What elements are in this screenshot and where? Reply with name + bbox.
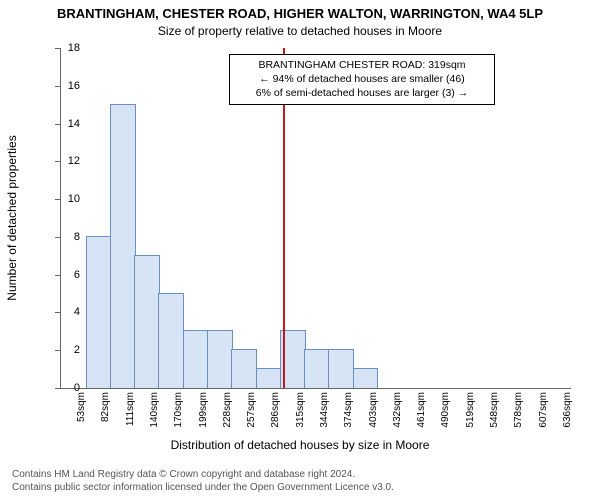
histogram-bar (231, 349, 257, 388)
histogram-bar (134, 255, 160, 388)
x-tick-label: 374sqm (343, 392, 354, 428)
y-tick-label: 4 (50, 306, 80, 318)
chart-title-main: BRANTINGHAM, CHESTER ROAD, HIGHER WALTON… (0, 6, 600, 21)
y-tick-label: 2 (50, 344, 80, 356)
y-tick-label: 12 (50, 155, 80, 167)
x-tick-label: 461sqm (416, 392, 427, 428)
y-tick-label: 6 (50, 269, 80, 281)
footer-line-2: Contains public sector information licen… (12, 481, 394, 494)
y-tick-label: 18 (50, 42, 80, 54)
histogram-bar (353, 368, 379, 388)
y-tick-label: 8 (50, 231, 80, 243)
y-tick-label: 16 (50, 80, 80, 92)
x-tick-label: 111sqm (125, 392, 136, 426)
x-tick-label: 403sqm (368, 392, 379, 428)
y-tick-label: 10 (50, 193, 80, 205)
histogram-bar (304, 349, 330, 388)
y-tick-label: 14 (50, 118, 80, 130)
annotation-line: 6% of semi-detached houses are larger (3… (236, 86, 488, 100)
x-tick-label: 607sqm (538, 392, 549, 428)
histogram-bar (207, 330, 233, 388)
annotation-line: ← 94% of detached houses are smaller (46… (236, 72, 488, 86)
histogram-bar (158, 293, 184, 388)
x-tick-label: 315sqm (295, 392, 306, 428)
x-tick-label: 519sqm (465, 392, 476, 428)
x-tick-label: 548sqm (489, 392, 500, 428)
footer-attribution: Contains HM Land Registry data © Crown c… (12, 468, 394, 494)
chart-title-sub: Size of property relative to detached ho… (0, 24, 600, 38)
x-tick-label: 578sqm (513, 392, 524, 428)
x-tick-label: 257sqm (246, 392, 257, 428)
histogram-bar (183, 330, 209, 388)
histogram-bar (256, 368, 282, 388)
x-tick-label: 432sqm (392, 392, 403, 428)
x-tick-label: 53sqm (76, 392, 87, 422)
x-tick-label: 170sqm (173, 392, 184, 428)
x-tick-label: 82sqm (100, 392, 111, 422)
annotation-line: BRANTINGHAM CHESTER ROAD: 319sqm (236, 58, 488, 72)
chart-container: BRANTINGHAM, CHESTER ROAD, HIGHER WALTON… (0, 0, 600, 500)
annotation-box: BRANTINGHAM CHESTER ROAD: 319sqm← 94% of… (229, 54, 495, 105)
x-tick-label: 228sqm (222, 392, 233, 428)
plot-area: BRANTINGHAM CHESTER ROAD: 319sqm← 94% of… (60, 48, 571, 389)
y-axis-label: Number of detached properties (5, 135, 19, 300)
footer-line-1: Contains HM Land Registry data © Crown c… (12, 468, 394, 481)
x-axis-label: Distribution of detached houses by size … (0, 438, 600, 452)
histogram-bar (328, 349, 354, 388)
x-tick-label: 344sqm (319, 392, 330, 428)
histogram-bar (110, 104, 136, 388)
x-tick-label: 140sqm (149, 392, 160, 428)
histogram-bar (86, 236, 112, 388)
x-tick-label: 636sqm (562, 392, 573, 428)
x-tick-label: 199sqm (198, 392, 209, 428)
x-tick-label: 286sqm (270, 392, 281, 428)
x-tick-label: 490sqm (440, 392, 451, 428)
